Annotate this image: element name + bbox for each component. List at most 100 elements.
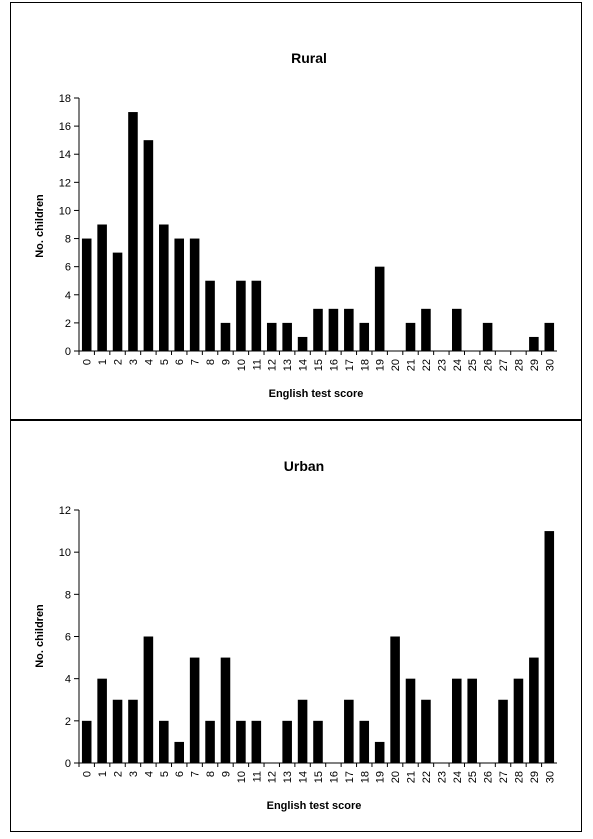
bar-score-9 [220, 322, 231, 351]
bar-score-3 [128, 699, 138, 763]
bar-score-17 [344, 308, 354, 351]
bar-score-5 [159, 720, 169, 763]
x-tick-label: 6 [174, 771, 186, 777]
x-tick-label: 26 [483, 359, 495, 371]
y-tick-label: 10 [59, 547, 71, 559]
bar-score-10 [236, 280, 246, 351]
x-tick-label: 22 [421, 771, 433, 783]
bar-score-22 [421, 308, 431, 351]
urban-chart-panel: Urban English test score No. children 0 2… [10, 420, 582, 832]
y-tick-label: 2 [65, 716, 71, 728]
bar-score-0 [81, 720, 92, 763]
bar-score-8 [205, 720, 215, 763]
x-tick-label: 8 [205, 771, 217, 777]
bar-score-21 [405, 678, 416, 763]
bar-score-13 [282, 322, 292, 351]
x-tick-label: 18 [359, 771, 371, 783]
x-tick-label: 28 [513, 771, 525, 783]
bar-score-11 [251, 280, 262, 351]
y-tick-label: 0 [65, 758, 71, 770]
x-tick-label: 14 [298, 359, 310, 371]
bar-score-8 [205, 280, 215, 351]
y-tick-label: 12 [59, 505, 71, 517]
x-tick-label: 30 [544, 771, 556, 783]
x-tick-label: 24 [452, 771, 464, 783]
x-tick-label: 11 [251, 359, 263, 370]
bar-score-18 [359, 720, 370, 763]
bar-score-17 [344, 699, 354, 763]
bar-score-30 [544, 531, 555, 763]
x-tick-label: 0 [82, 771, 94, 777]
bar-score-30 [544, 322, 555, 351]
bar-score-14 [297, 336, 308, 351]
x-tick-label: 29 [529, 359, 541, 371]
x-tick-label: 29 [529, 771, 541, 783]
y-tick-label: 4 [65, 290, 71, 302]
bar-score-14 [297, 699, 308, 763]
x-tick-label: 8 [205, 359, 217, 365]
x-tick-label: 9 [220, 771, 232, 777]
x-tick-label: 19 [375, 359, 387, 371]
x-tick-label: 12 [267, 359, 279, 371]
bar-score-7 [189, 657, 200, 763]
bar-score-11 [251, 720, 262, 763]
x-tick-label: 3 [128, 359, 140, 365]
x-tick-label: 4 [143, 359, 155, 365]
urban-chart: Urban English test score No. children 0 2… [34, 458, 557, 812]
x-tick-label: 22 [421, 359, 433, 371]
bar-score-19 [374, 266, 385, 351]
x-tick-label: 10 [236, 359, 248, 371]
x-tick-label: 15 [313, 771, 325, 783]
bar-score-25 [467, 678, 477, 763]
y-axis-label: No. children [34, 194, 46, 258]
bar-score-10 [236, 720, 246, 763]
bar-score-16 [328, 308, 339, 351]
bar-score-26 [482, 322, 493, 351]
bar-score-15 [313, 720, 323, 763]
x-tick-label: 5 [159, 359, 171, 365]
x-tick-label: 23 [436, 359, 448, 371]
x-tick-label: 7 [190, 771, 202, 777]
rural-chart: Rural English test score No. children 0 2… [34, 50, 557, 400]
x-tick-label: 16 [328, 771, 340, 783]
x-tick-label: 30 [544, 359, 556, 371]
bar-score-6 [174, 741, 185, 763]
bar-score-4 [143, 636, 154, 763]
x-tick-label: 23 [436, 771, 448, 783]
x-tick-label: 9 [220, 359, 232, 365]
bar-score-24 [451, 678, 462, 763]
x-axis-label: English test score [267, 800, 362, 812]
chart-title: Urban [284, 458, 324, 474]
x-tick-label: 27 [498, 771, 510, 783]
bar-score-6 [174, 238, 185, 351]
bar-score-9 [220, 657, 231, 763]
bar-score-2 [112, 252, 123, 351]
x-tick-label: 17 [344, 771, 356, 783]
bar-score-27 [498, 699, 508, 763]
chart-title: Rural [291, 50, 327, 66]
rural-chart-panel: Rural English test score No. children 0 2… [10, 2, 582, 420]
x-tick-label: 1 [97, 771, 109, 777]
x-tick-label: 13 [282, 359, 294, 371]
y-tick-label: 8 [65, 234, 71, 246]
y-tick-label: 0 [65, 346, 71, 358]
x-tick-label: 16 [328, 359, 340, 371]
y-tick-label: 18 [59, 93, 71, 105]
x-tick-label: 21 [406, 359, 418, 371]
bar-score-29 [529, 336, 539, 351]
y-tick-label: 4 [65, 674, 71, 686]
x-tick-label: 28 [513, 359, 525, 371]
x-axis-label: English test score [269, 388, 364, 400]
x-tick-label: 21 [406, 771, 418, 783]
x-tick-label: 6 [174, 359, 186, 365]
x-tick-label: 27 [498, 359, 510, 371]
bar-score-2 [112, 699, 123, 763]
x-tick-label: 5 [159, 771, 171, 777]
y-tick-label: 10 [59, 205, 71, 217]
y-tick-label: 12 [59, 177, 71, 189]
x-tick-label: 12 [267, 771, 279, 783]
bar-score-3 [128, 112, 138, 351]
x-tick-label: 26 [483, 771, 495, 783]
y-tick-label: 14 [59, 149, 71, 161]
bar-score-22 [421, 699, 431, 763]
